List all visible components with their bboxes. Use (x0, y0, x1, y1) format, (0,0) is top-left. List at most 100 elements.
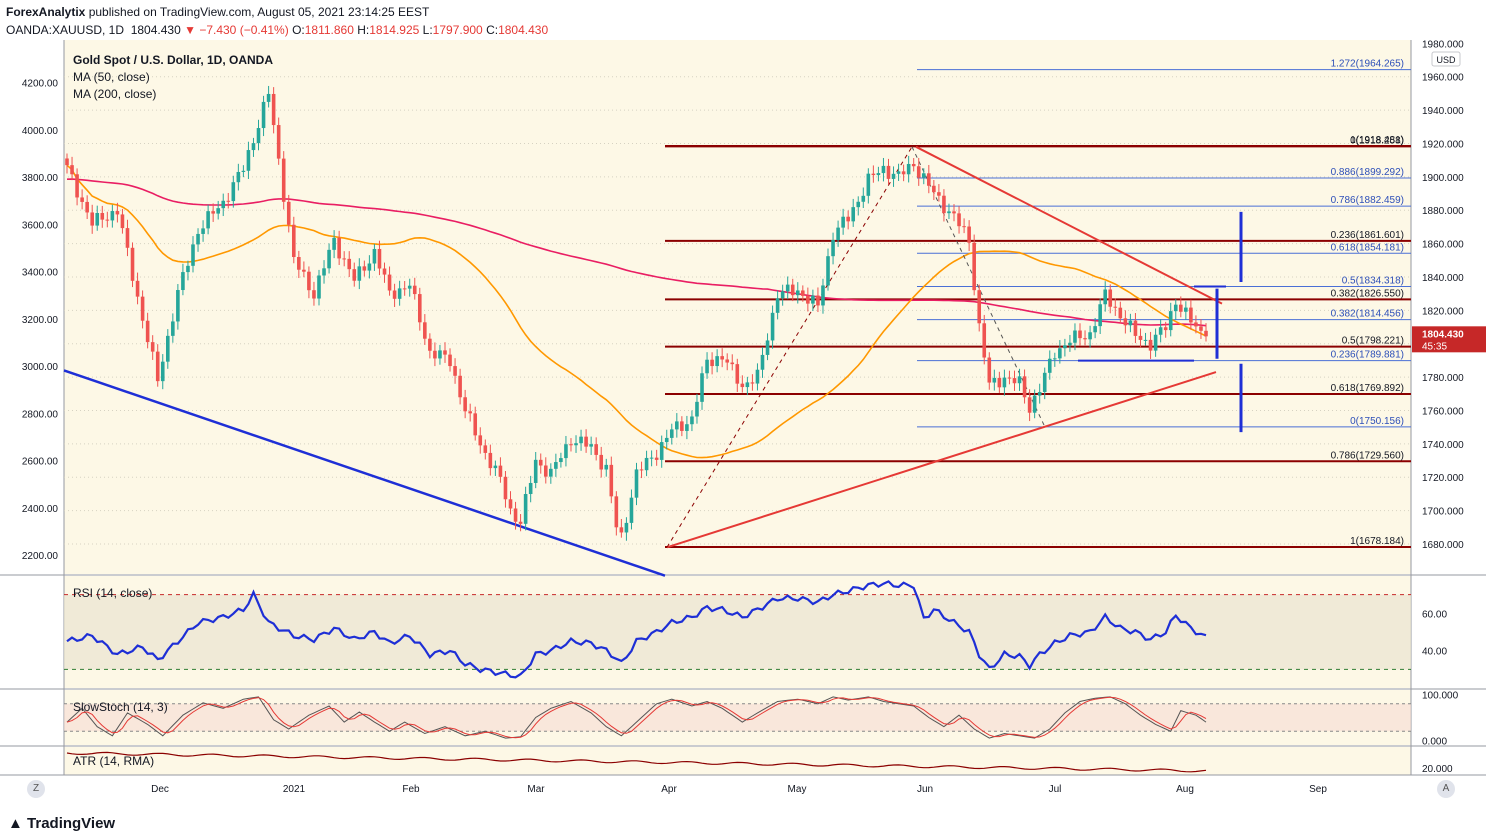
candle-body (1133, 320, 1138, 336)
candle-body (710, 359, 714, 367)
right-axis-tick: 1720.000 (1422, 473, 1464, 484)
candle-body (206, 211, 210, 229)
right-axis-tick: 1700.000 (1422, 507, 1464, 518)
x-axis-tick: May (788, 784, 807, 795)
candle-body (1118, 307, 1123, 319)
candle-body (312, 290, 316, 299)
candle-body (589, 444, 593, 447)
publish-info: published on TradingView.com, August 05,… (88, 5, 430, 19)
candle-body (160, 361, 165, 382)
candle-body (1128, 320, 1133, 326)
candle-body (357, 266, 362, 281)
high-value: 1814.925 (369, 23, 420, 37)
stoch-k-line (66, 696, 1207, 739)
close-label: C: (486, 23, 499, 37)
candle-body (130, 247, 135, 281)
footer: ▲ TradingView (0, 810, 1486, 840)
candle-body (629, 497, 634, 523)
price-change: ▼ −7.430 (−0.41%) (184, 23, 289, 37)
candle-body (372, 248, 377, 264)
candle-body (1179, 304, 1183, 312)
candle-body (921, 173, 926, 178)
publisher-name[interactable]: ForexAnalytix (6, 5, 86, 19)
ohlc-line: OANDA:XAUUSD, 1D 1804.430 ▼ −7.430 (−0.4… (6, 23, 548, 37)
candle-body (478, 435, 483, 446)
candle-body (695, 401, 699, 417)
candle-body (120, 214, 125, 229)
candle-body (891, 173, 896, 179)
candle-body (508, 499, 513, 509)
candle-body (649, 457, 654, 459)
candle-body (755, 369, 760, 384)
red-support-trendline (666, 371, 1217, 549)
tradingview-logo[interactable]: ▲ TradingView (8, 815, 116, 832)
candle-body (841, 216, 845, 228)
candle-body (1199, 326, 1203, 331)
candle-body (1093, 326, 1097, 333)
candle-body (574, 443, 578, 446)
low-value: 1797.900 (432, 23, 483, 37)
candle-body (317, 275, 321, 299)
atr-line (66, 751, 1207, 773)
left-axis-tick: 3400.00 (22, 268, 59, 279)
candle-body (1047, 358, 1052, 373)
candle-body (488, 452, 493, 469)
fib-level-label: 0.382(1826.550) (1331, 288, 1404, 299)
candle-body (533, 459, 538, 483)
candle-body (1088, 332, 1092, 340)
candle-body (644, 457, 649, 471)
x-axis-tick: Jun (917, 784, 933, 795)
candle-body (785, 284, 790, 292)
candle-body (221, 200, 226, 209)
candle-body (947, 211, 951, 214)
legend-ma200: MA (200, close) (73, 87, 156, 101)
candle-body (412, 285, 417, 295)
candle-body (271, 93, 276, 126)
candle-body (140, 296, 145, 321)
candle-body (1037, 391, 1042, 396)
atr-axis-tick: 20.000 (1422, 764, 1453, 775)
fib-extension-label: 1.272(1964.265) (1331, 59, 1404, 70)
candle-body (281, 158, 286, 202)
candle-body (276, 125, 281, 159)
auto-scale-button[interactable]: A (1437, 780, 1455, 798)
candle-body (468, 411, 472, 414)
fib-extension-label: 0.618(1854.181) (1331, 242, 1404, 253)
candle-body (609, 464, 614, 497)
candle-body (584, 436, 588, 447)
price-chart[interactable]: 1(1918.481)0(1918.258) 0.236(1861.601) 0.3… (0, 40, 1486, 810)
candle-body (690, 416, 694, 425)
candle-body (765, 340, 770, 355)
fib-level-label: 0.786(1729.560) (1331, 450, 1404, 461)
unit-label: USD (1436, 55, 1456, 65)
candle-body (871, 173, 876, 176)
candle-body (906, 163, 911, 175)
timezone-button[interactable]: Z (27, 780, 45, 798)
fib-extension-label: 0.786(1882.459) (1331, 195, 1404, 206)
candle-body (740, 383, 745, 388)
x-axis-tick: Sep (1309, 784, 1327, 795)
legend-atr: ATR (14, RMA) (73, 754, 154, 768)
candle-body (1194, 322, 1198, 327)
candle-body (569, 444, 573, 446)
candle-body (846, 216, 850, 222)
right-axis-tick: 1980.000 (1422, 40, 1464, 50)
x-axis-tick: Aug (1176, 784, 1194, 795)
symbol-label[interactable]: OANDA:XAUUSD, 1D (6, 23, 125, 37)
candle-body (1158, 327, 1163, 335)
candle-body (241, 170, 246, 172)
publish-line: ForexAnalytix published on TradingView.c… (6, 5, 429, 19)
x-axis-tick: Mar (527, 784, 545, 795)
candle-body (1068, 342, 1072, 346)
right-axis-tick: 1680.000 (1422, 540, 1464, 551)
atr-pane-bg (64, 747, 1411, 775)
candle-body (1148, 339, 1153, 351)
candle-body (866, 173, 871, 196)
candle-body (1042, 372, 1047, 392)
candle-body (322, 268, 326, 276)
candle-body (90, 212, 94, 226)
candle-body (911, 163, 916, 167)
candle-body (382, 268, 387, 275)
candle-body (614, 496, 619, 528)
candle-body (685, 424, 689, 431)
